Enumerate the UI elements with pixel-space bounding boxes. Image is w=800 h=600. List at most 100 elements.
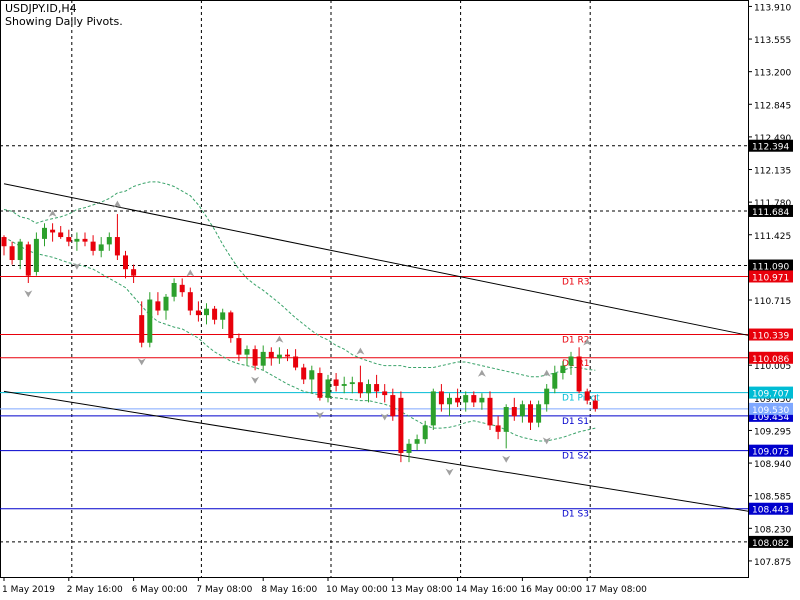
candle-body	[471, 395, 477, 403]
candle-body	[592, 400, 598, 409]
candle-body	[90, 241, 96, 251]
bid-price-tag-bg	[749, 402, 793, 415]
pivot-label: D1 S3	[562, 510, 589, 520]
fractal-up-arrow	[477, 369, 486, 377]
candle-body	[422, 425, 428, 440]
bid-price-tag: 109.530	[752, 406, 789, 416]
fractals-layer	[24, 200, 592, 476]
envelope-lower-line	[3, 236, 596, 442]
fractal-up-arrow	[48, 209, 57, 217]
pivot-price-tag: 110.086	[752, 355, 789, 365]
fractal-up-arrow	[542, 369, 551, 377]
trendline	[3, 183, 758, 338]
candle-body	[74, 238, 80, 242]
candle-body	[536, 404, 542, 423]
y-tick-label: 111.780	[754, 199, 791, 209]
y-tick-label: 107.875	[754, 558, 791, 568]
y-tick-label: 110.715	[754, 297, 791, 307]
candle-body	[366, 384, 371, 394]
pivot-price-tag-bg	[749, 502, 793, 515]
envelope-upper-line	[3, 181, 596, 378]
y-tick-label: 113.555	[754, 36, 791, 46]
price-axis: 113.910 113.555 113.200 112.845 112.490 112.1…	[748, 3, 791, 568]
candle-body	[212, 308, 218, 320]
candle-body	[9, 246, 15, 261]
envelope-layer	[3, 181, 596, 442]
y-tick-label: 112.490	[754, 134, 791, 144]
candle-body	[236, 338, 242, 355]
candle-body	[139, 315, 145, 343]
candle-body	[195, 310, 201, 316]
pivot-price-tag-bg	[749, 351, 793, 364]
y-tick-label: 111.425	[754, 232, 791, 242]
pivot-price-tag: 109.454	[752, 413, 789, 423]
candle-body	[511, 407, 517, 417]
candle-body	[382, 391, 388, 396]
candle-body	[357, 382, 363, 394]
candle-body	[98, 244, 104, 251]
y-tick-label: 108.940	[754, 460, 791, 470]
grid-price-tag: 111.684	[752, 208, 789, 218]
y-tick-label: 113.200	[754, 69, 791, 79]
fractal-down-arrow	[315, 411, 324, 419]
candle-body	[268, 351, 274, 359]
candle-body	[390, 395, 396, 417]
x-tick-label: 14 May 16:00	[456, 585, 518, 595]
fractal-down-arrow	[137, 358, 146, 366]
candle-body	[487, 397, 493, 426]
candle-body	[584, 391, 590, 401]
x-tick-label: 13 May 08:00	[391, 585, 453, 595]
candle-body	[552, 373, 558, 389]
y-tick-label: 109.650	[754, 395, 791, 405]
x-tick-label: 2 May 16:00	[67, 585, 123, 595]
candle-body	[455, 397, 461, 403]
candle-body	[260, 351, 266, 366]
fractal-down-arrow	[445, 468, 454, 476]
pivot-label: D1 S2	[562, 452, 589, 462]
plot-border	[0, 0, 749, 578]
y-tick-label: 108.230	[754, 525, 791, 535]
candle-body	[463, 395, 469, 403]
fractal-up-arrow	[356, 347, 365, 355]
candle-body	[398, 397, 404, 453]
candle-body	[58, 232, 64, 238]
pivot-label: D1 S1	[562, 417, 589, 427]
candle-body	[568, 356, 574, 366]
time-axis: 1 May 2019 2 May 16:00 6 May 00:00 7 May 08…	[2, 577, 647, 595]
pivot-price-tag: 108.443	[752, 506, 789, 516]
candle-body	[252, 349, 258, 366]
candle-body	[147, 299, 153, 343]
candle-body	[333, 379, 339, 386]
pivot-price-tag: 110.339	[752, 332, 789, 342]
x-tick-label: 8 May 16:00	[261, 585, 317, 595]
fractal-up-arrow	[186, 269, 195, 277]
candle-body	[187, 292, 193, 311]
candle-body	[163, 296, 169, 311]
fractal-down-arrow	[502, 455, 511, 463]
candle-body	[406, 443, 412, 453]
candle-body	[438, 391, 444, 405]
candle-body	[301, 367, 307, 380]
pivot-label: D1 Pivot	[562, 394, 600, 404]
y-tick-label: 113.910	[754, 3, 791, 13]
candle-body	[414, 439, 420, 444]
price-tags-layer: 112.394 111.684 111.090 108.082 110.971 110.3…	[749, 139, 793, 549]
grid-price-tag: 111.090	[752, 263, 789, 273]
candle-body	[171, 282, 177, 297]
y-tick-label: 109.295	[754, 427, 791, 437]
pivot-label: D1 R2	[562, 336, 590, 346]
chart-symbol-title: USDJPY.ID,H4	[5, 2, 77, 15]
candle-body	[341, 384, 347, 386]
pivot-price-tag-bg	[749, 444, 793, 457]
pivot-price-tag: 109.075	[752, 448, 789, 458]
candle-body	[179, 284, 185, 293]
pivot-price-tag-bg	[749, 386, 793, 399]
x-tick-label: 7 May 08:00	[196, 585, 252, 595]
candle-body	[576, 356, 582, 392]
candle-body	[25, 244, 31, 276]
fractal-down-arrow	[542, 437, 551, 445]
pivot-price-tag-bg	[749, 270, 793, 283]
fractal-down-arrow	[72, 262, 81, 270]
candles-layer	[1, 214, 598, 463]
